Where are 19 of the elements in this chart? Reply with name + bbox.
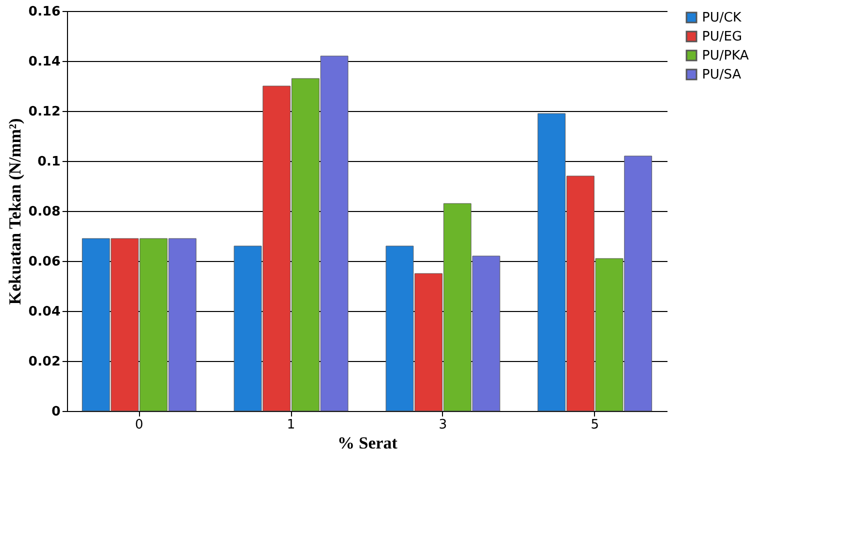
legend-label: PU/SA [702, 68, 742, 82]
x-tick-label: 5 [590, 418, 599, 432]
y-tick-label: 0 [51, 404, 60, 420]
legend-label: PU/PKA [702, 48, 749, 64]
x-tick-label: 3 [438, 418, 448, 432]
legend-label: PU/CK [702, 10, 742, 26]
legend-label: PU/EG [702, 30, 742, 44]
x-axis-title: % Serat [338, 434, 398, 452]
y-axis-title: Kekuatan Tekan (N/mm²) [5, 118, 24, 305]
y-tick-label: 0.1 [37, 154, 60, 170]
x-tick-label: 0 [135, 418, 144, 432]
y-tick-label: 0.08 [28, 204, 60, 220]
y-tick-label: 0.16 [28, 4, 60, 20]
y-tick-label: 0.06 [28, 254, 60, 270]
x-tick-label: 1 [286, 418, 296, 432]
y-tick-label: 0.04 [28, 304, 60, 320]
y-tick-label: 0.14 [28, 54, 60, 70]
y-tick-label: 0.02 [28, 354, 60, 370]
y-tick-label: 0.12 [28, 104, 60, 120]
